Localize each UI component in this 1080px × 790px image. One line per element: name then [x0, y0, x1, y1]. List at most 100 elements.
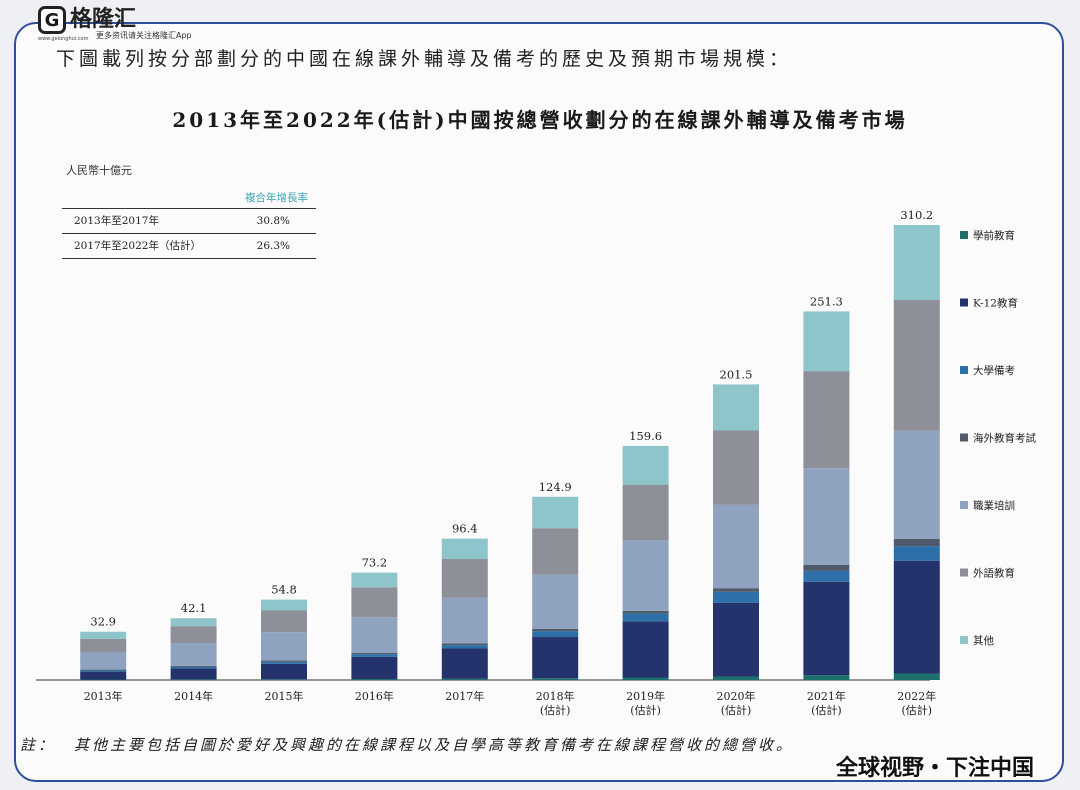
- bar-segment: [261, 599, 307, 611]
- bar-segment: [803, 675, 850, 680]
- bar-segment: [893, 560, 940, 674]
- brand-tagline: 更多资讯请关注格隆汇App: [96, 31, 192, 40]
- bar-segment: [170, 618, 217, 627]
- legend-swatch: [960, 298, 968, 307]
- cagr-rate: 30.8%: [256, 215, 290, 227]
- bar-segment: [441, 678, 488, 680]
- bar-segment: [713, 504, 759, 589]
- bar-segment: [532, 496, 579, 529]
- bar-segment: [622, 540, 669, 611]
- bar-segment: [622, 445, 669, 485]
- bar-segment: [351, 654, 398, 657]
- x-tick-label: 2021年: [807, 689, 846, 703]
- bar-segment: [351, 678, 398, 680]
- x-tick-label: 2015年: [265, 689, 304, 703]
- legend-label: 大學備考: [973, 364, 1015, 377]
- bar-segment: [803, 570, 850, 582]
- bar-segment: [170, 666, 217, 669]
- bar-segment: [351, 656, 398, 679]
- bar-segment: [803, 371, 850, 469]
- bar-segment: [441, 558, 488, 598]
- bar-total-label: 73.2: [362, 556, 388, 570]
- cagr-rate: 26.3%: [256, 240, 290, 252]
- cagr-row: 2013年至2017年 30.8%: [62, 208, 316, 233]
- bar-segment: [351, 572, 398, 588]
- x-tick-label: (估計): [630, 703, 661, 717]
- bar-segment: [170, 668, 217, 680]
- cagr-header: 複合年增長率: [245, 192, 308, 204]
- legend-label: 其他: [973, 634, 994, 647]
- bar-segment: [261, 663, 307, 680]
- bar-segment: [622, 610, 669, 614]
- legend-swatch: [960, 433, 968, 442]
- bar-total-label: 310.2: [900, 208, 933, 222]
- bar-segment: [893, 546, 940, 561]
- x-tick-label: 2013年: [84, 689, 123, 703]
- brand-url: www.gelonghui.com: [38, 36, 89, 42]
- bar-total-label: 159.6: [629, 429, 662, 443]
- bar-segment: [893, 673, 940, 680]
- bar-segment: [170, 643, 217, 666]
- x-tick-label: (估計): [540, 703, 571, 717]
- bar-segment: [80, 638, 127, 652]
- brand-mark: G: [38, 6, 66, 34]
- cagr-period: 2013年至2017年: [74, 215, 159, 227]
- bar-segment: [532, 574, 579, 629]
- slogan: 全球视野・下注中国: [835, 756, 1034, 781]
- bar-segment: [441, 643, 488, 646]
- bar-total-label: 251.3: [810, 294, 843, 308]
- bar-segment: [80, 669, 127, 671]
- x-tick-label: (估計): [811, 703, 842, 717]
- bar-segment: [532, 637, 579, 679]
- bar-segment: [893, 538, 940, 547]
- x-tick-label: 2022年: [897, 689, 936, 703]
- bar-segment: [803, 311, 850, 372]
- bar-segment: [713, 676, 759, 680]
- bar-total-label: 96.4: [452, 522, 478, 536]
- bar-segment: [713, 591, 759, 603]
- bar-segment: [532, 628, 579, 632]
- legend-swatch: [960, 568, 968, 577]
- bar-segment: [713, 602, 759, 677]
- bar-segment: [261, 679, 307, 680]
- bar-segment: [80, 671, 127, 680]
- x-tick-label: (估計): [721, 703, 752, 717]
- legend-swatch: [960, 366, 968, 374]
- y-unit-label: 人民幣十億元: [66, 164, 132, 177]
- bar-total-label: 42.1: [181, 601, 207, 615]
- bar-segment: [80, 631, 127, 639]
- bar-segment: [441, 538, 488, 559]
- legend-swatch: [960, 231, 968, 239]
- bar-segment: [261, 660, 307, 662]
- bar-segment: [80, 670, 127, 672]
- bar-segment: [803, 581, 850, 676]
- bar-total-label: 201.5: [720, 367, 753, 381]
- cagr-period: 2017年至2022年（估計）: [74, 240, 201, 252]
- bar-segment: [803, 468, 850, 566]
- footnote: 註： 其他主要包括自圖於愛好及興趣的在線課程以及自學高等教育備考在線課程營收的總…: [20, 736, 795, 754]
- x-tick-label: 2017年: [445, 689, 484, 703]
- legend-label: 職業培訓: [973, 499, 1015, 512]
- bar-segment: [170, 665, 217, 667]
- bar-segment: [532, 528, 579, 575]
- bar-segment: [261, 632, 307, 661]
- bar-segment: [261, 610, 307, 633]
- bar-segment: [622, 677, 669, 680]
- bar-segment: [441, 645, 488, 649]
- bar-total-label: 124.9: [539, 480, 572, 494]
- bar-segment: [713, 430, 759, 505]
- legend-label: 海外教育考試: [973, 432, 1036, 445]
- legend-swatch: [960, 636, 968, 644]
- cagr-row: 2017年至2022年（估計） 26.3%: [62, 233, 316, 259]
- bar-segment: [532, 631, 579, 638]
- legend-label: 學前教育: [973, 229, 1015, 242]
- cagr-table: 複合年增長率 2013年至2017年 30.8% 2017年至2022年（估計）…: [62, 188, 316, 259]
- brand-logo: G 格隆汇 www.gelonghui.com: [38, 6, 137, 42]
- bar-segment: [893, 430, 940, 539]
- bar-segment: [351, 587, 398, 618]
- legend-label: K-12教育: [973, 297, 1018, 310]
- brand-name: 格隆汇: [70, 7, 137, 32]
- bar-segment: [622, 613, 669, 622]
- legend-label: 外語教育: [973, 567, 1015, 580]
- x-tick-label: 2019年: [626, 689, 665, 703]
